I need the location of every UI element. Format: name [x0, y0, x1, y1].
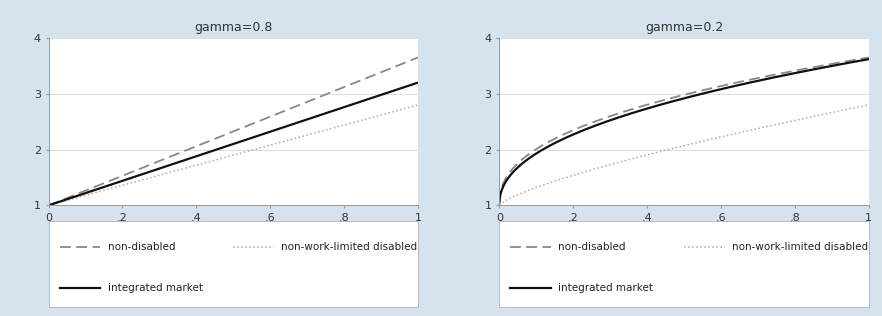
Text: non-disabled: non-disabled [558, 242, 626, 252]
Text: non-work-limited disabled: non-work-limited disabled [281, 242, 417, 252]
Text: non-work-limited disabled: non-work-limited disabled [732, 242, 868, 252]
X-axis label: cumulative frequency: cumulative frequency [172, 227, 295, 237]
X-axis label: cumulative frequency: cumulative frequency [623, 227, 745, 237]
Text: integrated market: integrated market [108, 283, 203, 293]
Text: non-disabled: non-disabled [108, 242, 176, 252]
Text: integrated market: integrated market [558, 283, 654, 293]
Title: gamma=0.2: gamma=0.2 [645, 21, 723, 34]
Title: gamma=0.8: gamma=0.8 [194, 21, 273, 34]
